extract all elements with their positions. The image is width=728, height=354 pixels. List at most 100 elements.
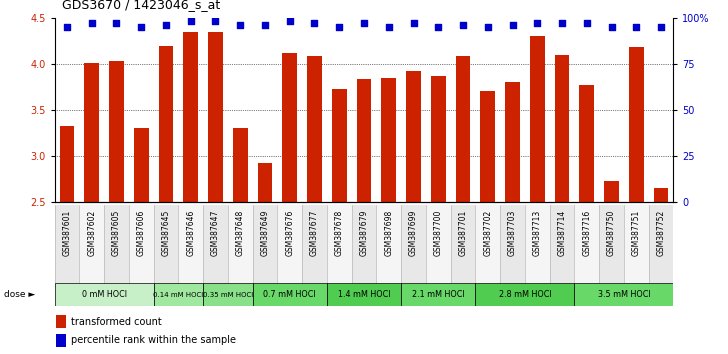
Text: 2.1 mM HOCl: 2.1 mM HOCl	[412, 290, 464, 299]
Bar	[500, 205, 525, 287]
Bar	[480, 91, 495, 202]
Bar	[530, 36, 545, 202]
Bar	[183, 32, 198, 202]
Text: GSM387606: GSM387606	[137, 209, 146, 256]
Point	[531, 21, 543, 26]
Text: GSM387703: GSM387703	[508, 209, 517, 256]
Bar	[574, 205, 599, 287]
Text: GSM387645: GSM387645	[162, 209, 170, 256]
Bar	[505, 82, 520, 202]
Text: GSM387699: GSM387699	[409, 209, 418, 256]
Bar	[79, 205, 104, 287]
Text: GSM387752: GSM387752	[657, 209, 665, 256]
Text: GSM387676: GSM387676	[285, 209, 294, 256]
Text: transformed count: transformed count	[71, 316, 162, 327]
Point	[655, 24, 667, 30]
Bar	[134, 128, 149, 202]
Point	[606, 24, 617, 30]
Text: GSM387601: GSM387601	[63, 209, 71, 256]
Point	[581, 21, 593, 26]
Bar	[475, 205, 500, 287]
Text: GSM387713: GSM387713	[533, 209, 542, 256]
Bar	[550, 205, 574, 287]
Text: 1.4 mM HOCl: 1.4 mM HOCl	[338, 290, 390, 299]
Bar	[84, 63, 99, 202]
Point	[408, 21, 419, 26]
Bar	[307, 56, 322, 202]
Point	[630, 24, 642, 30]
Point	[234, 22, 246, 28]
Bar	[352, 205, 376, 287]
Bar	[555, 55, 569, 202]
Text: 0.35 mM HOCl: 0.35 mM HOCl	[202, 292, 253, 298]
Text: GSM387647: GSM387647	[211, 209, 220, 256]
Bar	[104, 205, 129, 287]
Bar	[109, 61, 124, 202]
Text: 2.8 mM HOCl: 2.8 mM HOCl	[499, 290, 551, 299]
Point	[61, 24, 73, 30]
Bar	[574, 283, 673, 306]
Point	[111, 21, 122, 26]
Bar	[654, 188, 668, 202]
Point	[259, 22, 271, 28]
Bar	[258, 163, 272, 202]
Bar	[159, 46, 173, 202]
Text: GDS3670 / 1423046_s_at: GDS3670 / 1423046_s_at	[62, 0, 220, 11]
Point	[383, 24, 395, 30]
Point	[358, 21, 370, 26]
Bar	[475, 283, 574, 306]
Text: GSM387646: GSM387646	[186, 209, 195, 256]
Bar	[401, 283, 475, 306]
Text: percentile rank within the sample: percentile rank within the sample	[71, 335, 236, 346]
Bar	[129, 205, 154, 287]
Point	[160, 22, 172, 28]
Text: GSM387751: GSM387751	[632, 209, 641, 256]
Text: GSM387702: GSM387702	[483, 209, 492, 256]
Bar	[456, 56, 470, 202]
Text: GSM387700: GSM387700	[434, 209, 443, 256]
Text: GSM387602: GSM387602	[87, 209, 96, 256]
Point	[135, 24, 147, 30]
Point	[556, 21, 568, 26]
Bar	[282, 53, 297, 202]
Text: GSM387698: GSM387698	[384, 209, 393, 256]
Bar	[624, 205, 649, 287]
Point	[86, 21, 98, 26]
Text: 3.5 mM HOCl: 3.5 mM HOCl	[598, 290, 650, 299]
Text: GSM387679: GSM387679	[360, 209, 368, 256]
Bar	[55, 205, 79, 287]
Bar	[203, 283, 253, 306]
Text: GSM387716: GSM387716	[582, 209, 591, 256]
Bar	[302, 205, 327, 287]
Bar	[649, 205, 673, 287]
Text: GSM387714: GSM387714	[558, 209, 566, 256]
Point	[507, 22, 518, 28]
Text: dose ►: dose ►	[4, 290, 35, 299]
Bar	[203, 205, 228, 287]
Bar	[154, 205, 178, 287]
Bar	[327, 205, 352, 287]
Bar	[332, 88, 347, 202]
Bar	[327, 283, 401, 306]
Point	[284, 18, 296, 24]
Bar	[451, 205, 475, 287]
Bar	[426, 205, 451, 287]
Bar	[357, 79, 371, 202]
Text: GSM387678: GSM387678	[335, 209, 344, 256]
Point	[482, 24, 494, 30]
Bar	[406, 71, 421, 202]
Bar	[57, 315, 66, 328]
Bar	[233, 128, 248, 202]
Text: 0 mM HOCl: 0 mM HOCl	[82, 290, 127, 299]
Bar	[178, 205, 203, 287]
Bar	[401, 205, 426, 287]
Bar	[431, 76, 446, 202]
Point	[210, 18, 221, 24]
Bar	[208, 32, 223, 202]
Text: 0.14 mM HOCl: 0.14 mM HOCl	[153, 292, 204, 298]
Text: GSM387677: GSM387677	[310, 209, 319, 256]
Bar	[599, 205, 624, 287]
Bar	[253, 283, 327, 306]
Bar	[376, 205, 401, 287]
Text: 0.7 mM HOCl: 0.7 mM HOCl	[264, 290, 316, 299]
